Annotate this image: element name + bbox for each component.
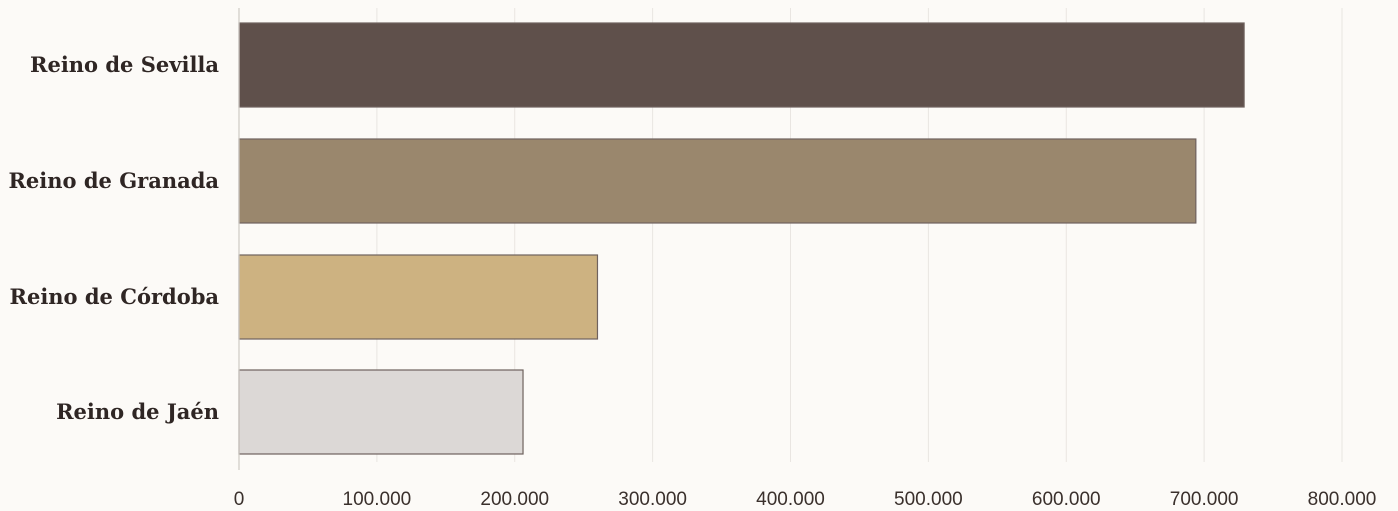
category-label: Reino de Jaén <box>56 399 219 424</box>
x-tick-label: 700.000 <box>1170 489 1239 510</box>
x-axis: 0 100.000 200.000 300.000 400.000 500.000 600.… <box>234 8 1377 510</box>
category-label: Reino de Sevilla <box>30 52 219 77</box>
x-tick-label: 500.000 <box>894 489 963 510</box>
category-label: Reino de Córdoba <box>10 284 220 309</box>
category-label: Reino de Granada <box>8 168 219 193</box>
bar <box>238 369 524 455</box>
x-tick-label: 300.000 <box>618 489 687 510</box>
x-tick-label: 600.000 <box>1032 489 1101 510</box>
bars <box>238 22 1245 455</box>
bar <box>238 254 599 340</box>
x-tick-label: 200.000 <box>480 489 549 510</box>
x-tick-label: 100.000 <box>343 489 412 510</box>
x-tick-label: 400.000 <box>756 489 825 510</box>
x-tick-label: 800.000 <box>1308 489 1377 510</box>
category-labels: Reino de Sevilla Reino de Granada Reino de… <box>8 52 219 424</box>
bar <box>238 22 1245 108</box>
bar <box>238 138 1197 224</box>
x-tick-label: 0 <box>234 489 245 510</box>
